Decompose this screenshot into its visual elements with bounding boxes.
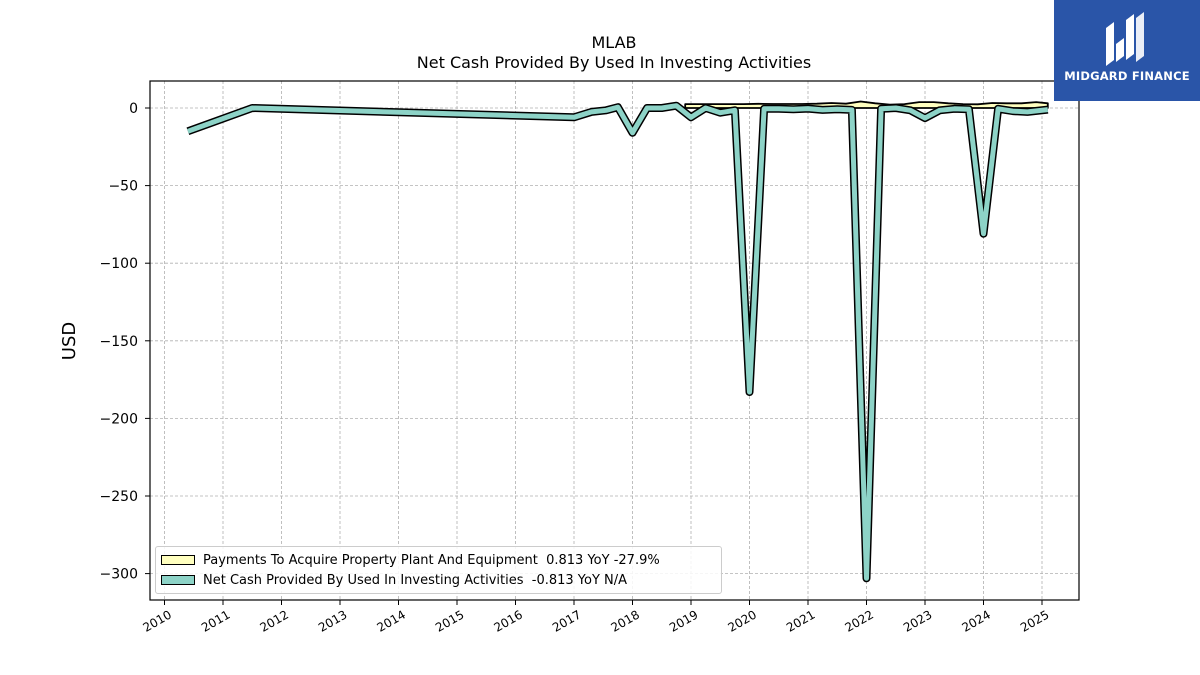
logo-text: MIDGARD FINANCE [1064,69,1190,83]
series-line-investing-outline [186,101,1049,583]
x-axis-ticks: 2010 2011 2012 2013 2014 2015 2016 2017 2018 2019… [141,600,1052,635]
midgard-finance-logo: MIDGARD FINANCE [1054,0,1200,101]
series-areas [684,100,1049,109]
y-axis-ticks: 0 −50 −100 −150 −200 −250 −300 [100,101,150,583]
x-tick-label: 2019 [667,607,700,634]
legend-swatch-investing [161,575,195,585]
chart-legend: Payments To Acquire Property Plant And E… [155,546,722,594]
x-tick-label: 2023 [901,607,934,634]
x-tick-label: 2020 [726,607,759,634]
series-area-ppe [684,100,1049,109]
y-tick-label: −250 [100,489,138,505]
x-tick-label: 2021 [784,607,817,634]
chart-ticker: MLAB [591,33,636,52]
x-tick-label: 2011 [199,607,232,634]
x-tick-label: 2017 [550,607,583,634]
y-tick-label: 0 [129,101,138,117]
legend-label-ppe: Payments To Acquire Property Plant And E… [203,552,660,568]
x-tick-label: 2025 [1018,607,1051,634]
x-tick-label: 2016 [492,607,525,634]
x-tick-label: 2010 [141,607,174,634]
series-lines [186,101,1049,583]
y-axis-label: USD [59,322,80,360]
x-tick-label: 2015 [433,607,466,634]
x-tick-label: 2013 [316,607,349,634]
legend-entry-ppe: Payments To Acquire Property Plant And E… [161,551,660,569]
series-line-investing [187,103,1049,581]
y-tick-label: −300 [100,567,138,583]
x-tick-label: 2022 [843,607,876,634]
x-tick-label: 2012 [258,607,291,634]
x-tick-label: 2014 [375,607,408,634]
y-tick-label: −100 [100,256,138,272]
y-tick-label: −200 [100,411,138,427]
legend-label-investing: Net Cash Provided By Used In Investing A… [203,572,628,588]
y-tick-label: −50 [108,179,138,195]
grid-lines [150,81,1079,600]
chart-title: Net Cash Provided By Used In Investing A… [417,53,811,72]
x-tick-label: 2024 [960,607,993,634]
legend-entry-investing: Net Cash Provided By Used In Investing A… [161,571,627,589]
x-tick-label: 2018 [609,607,642,634]
y-tick-label: −150 [100,334,138,350]
midgard-logo-icon [1106,12,1144,66]
legend-swatch-ppe [161,555,195,565]
plot-frame [149,80,1080,601]
